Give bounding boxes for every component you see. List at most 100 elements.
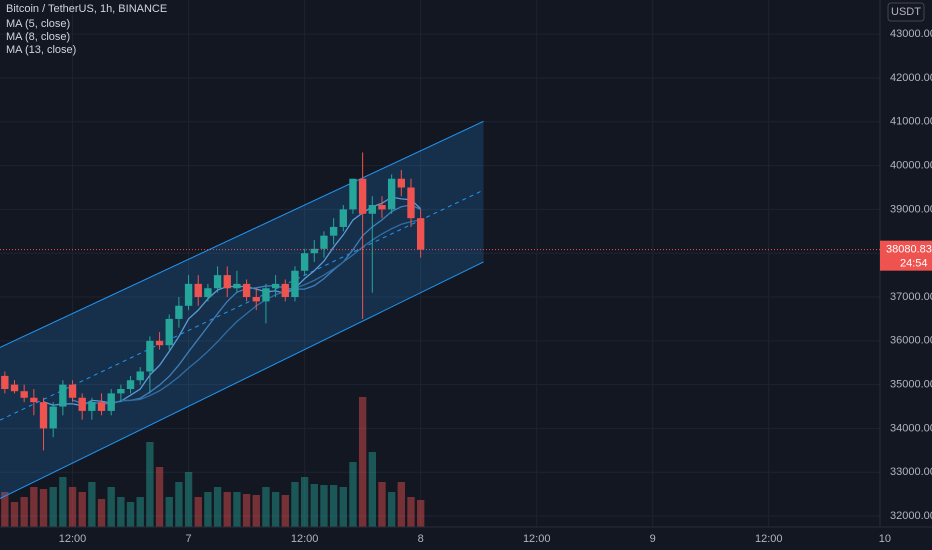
volume-bar	[291, 482, 299, 527]
candle-body	[310, 248, 318, 254]
legend-entry[interactable]: MA (5, close)	[6, 18, 70, 30]
candle-body	[88, 402, 96, 411]
y-tick-label: 32000.00	[890, 510, 932, 522]
volume-bar	[175, 482, 183, 527]
candle-body	[165, 318, 173, 346]
volume-bar	[1, 492, 9, 527]
candle-body	[78, 397, 86, 411]
x-tick-label: 8	[418, 533, 424, 545]
candle-body	[1, 375, 9, 390]
volume-bar	[20, 497, 28, 527]
candle-body	[262, 288, 270, 302]
candle-body	[39, 402, 48, 429]
chart-title: Bitcoin / TetherUS, 1h, BINANCE	[6, 3, 167, 15]
candle-body	[49, 406, 57, 429]
y-tick-label: 37000.00	[890, 291, 932, 303]
volume-bar	[358, 397, 367, 527]
volume-bar	[184, 472, 193, 527]
volume-bar	[194, 497, 202, 527]
candle-body	[320, 235, 328, 249]
candle-body	[213, 275, 222, 289]
candle-body	[300, 253, 309, 271]
volume-bar	[252, 495, 260, 527]
volume-bar	[213, 487, 222, 527]
x-tick-label: 12:00	[523, 533, 551, 545]
volume-bar	[407, 497, 415, 527]
channel-upper	[0, 120, 484, 348]
y-tick-label: 41000.00	[890, 116, 932, 128]
candle-body	[194, 283, 202, 298]
volume-bar	[117, 497, 125, 527]
volume-pane	[1, 397, 425, 527]
candle-body	[416, 218, 425, 250]
x-tick-label: 7	[186, 533, 192, 545]
volume-bar	[126, 502, 135, 527]
volume-bar	[416, 500, 425, 527]
legend-entry[interactable]: MA (8, close)	[6, 31, 70, 43]
channel-middle	[0, 189, 484, 421]
x-tick-label: 12:00	[755, 533, 783, 545]
candle-body	[117, 389, 125, 394]
candle-body	[349, 178, 357, 210]
candle-body	[184, 283, 193, 306]
candle-body	[204, 288, 212, 298]
candle-body	[30, 397, 38, 403]
volume-bar	[339, 487, 347, 527]
currency-button[interactable]	[887, 2, 925, 22]
y-tick-label: 40000.00	[890, 159, 932, 171]
y-tick-label: 39000.00	[890, 203, 932, 215]
ma-line	[120, 219, 421, 402]
volume-bar	[329, 485, 338, 527]
volume-bar	[223, 492, 231, 527]
currency-label: USDT	[891, 6, 921, 18]
volume-bar	[107, 487, 115, 527]
volume-bar	[242, 494, 251, 527]
x-tick-label: 12:00	[291, 533, 319, 545]
volume-bar	[300, 477, 309, 527]
volume-bar	[397, 482, 405, 527]
candle-body	[107, 393, 115, 411]
volume-bar	[136, 497, 144, 527]
candle-body	[126, 380, 135, 390]
candle-body	[271, 283, 280, 289]
candle-body	[358, 178, 367, 214]
volume-bar	[49, 487, 57, 527]
candle-body	[242, 283, 251, 298]
legend-entry[interactable]: MA (13, close)	[6, 44, 76, 56]
candle-body	[397, 178, 405, 188]
volume-bar	[165, 497, 173, 527]
volume-bar	[271, 492, 280, 527]
candle-body	[10, 384, 19, 392]
candle-body	[339, 209, 347, 227]
volume-bar	[155, 467, 164, 527]
volume-bar	[78, 492, 86, 527]
candle-body	[97, 402, 106, 411]
candle-body	[329, 226, 338, 236]
candle-body	[368, 205, 376, 214]
y-tick-label: 33000.00	[890, 466, 932, 478]
ma-line	[43, 196, 422, 407]
candle-body	[252, 297, 260, 302]
grid	[0, 0, 880, 527]
volume-bar	[146, 442, 154, 527]
candle-body	[59, 384, 67, 407]
volume-bar	[68, 487, 77, 527]
volume-bar	[262, 487, 270, 527]
volume-bar	[39, 489, 48, 527]
volume-bar	[59, 477, 67, 527]
volume-bar	[349, 462, 357, 527]
candle-body	[136, 371, 144, 381]
x-tick-label: 12:00	[59, 533, 87, 545]
y-tick-label: 43000.00	[890, 28, 932, 40]
candles	[1, 152, 425, 451]
axes: 32000.00 33000.00 34000.00 35000.00 36000.00…	[0, 28, 932, 545]
y-tick-label: 35000.00	[890, 379, 932, 391]
candle-body	[68, 384, 77, 398]
candle-body	[378, 205, 386, 210]
candle-body	[146, 340, 154, 372]
volume-bar	[30, 487, 38, 527]
volume-bar	[97, 499, 106, 527]
candle-body	[281, 283, 289, 298]
candle-body	[223, 275, 231, 289]
